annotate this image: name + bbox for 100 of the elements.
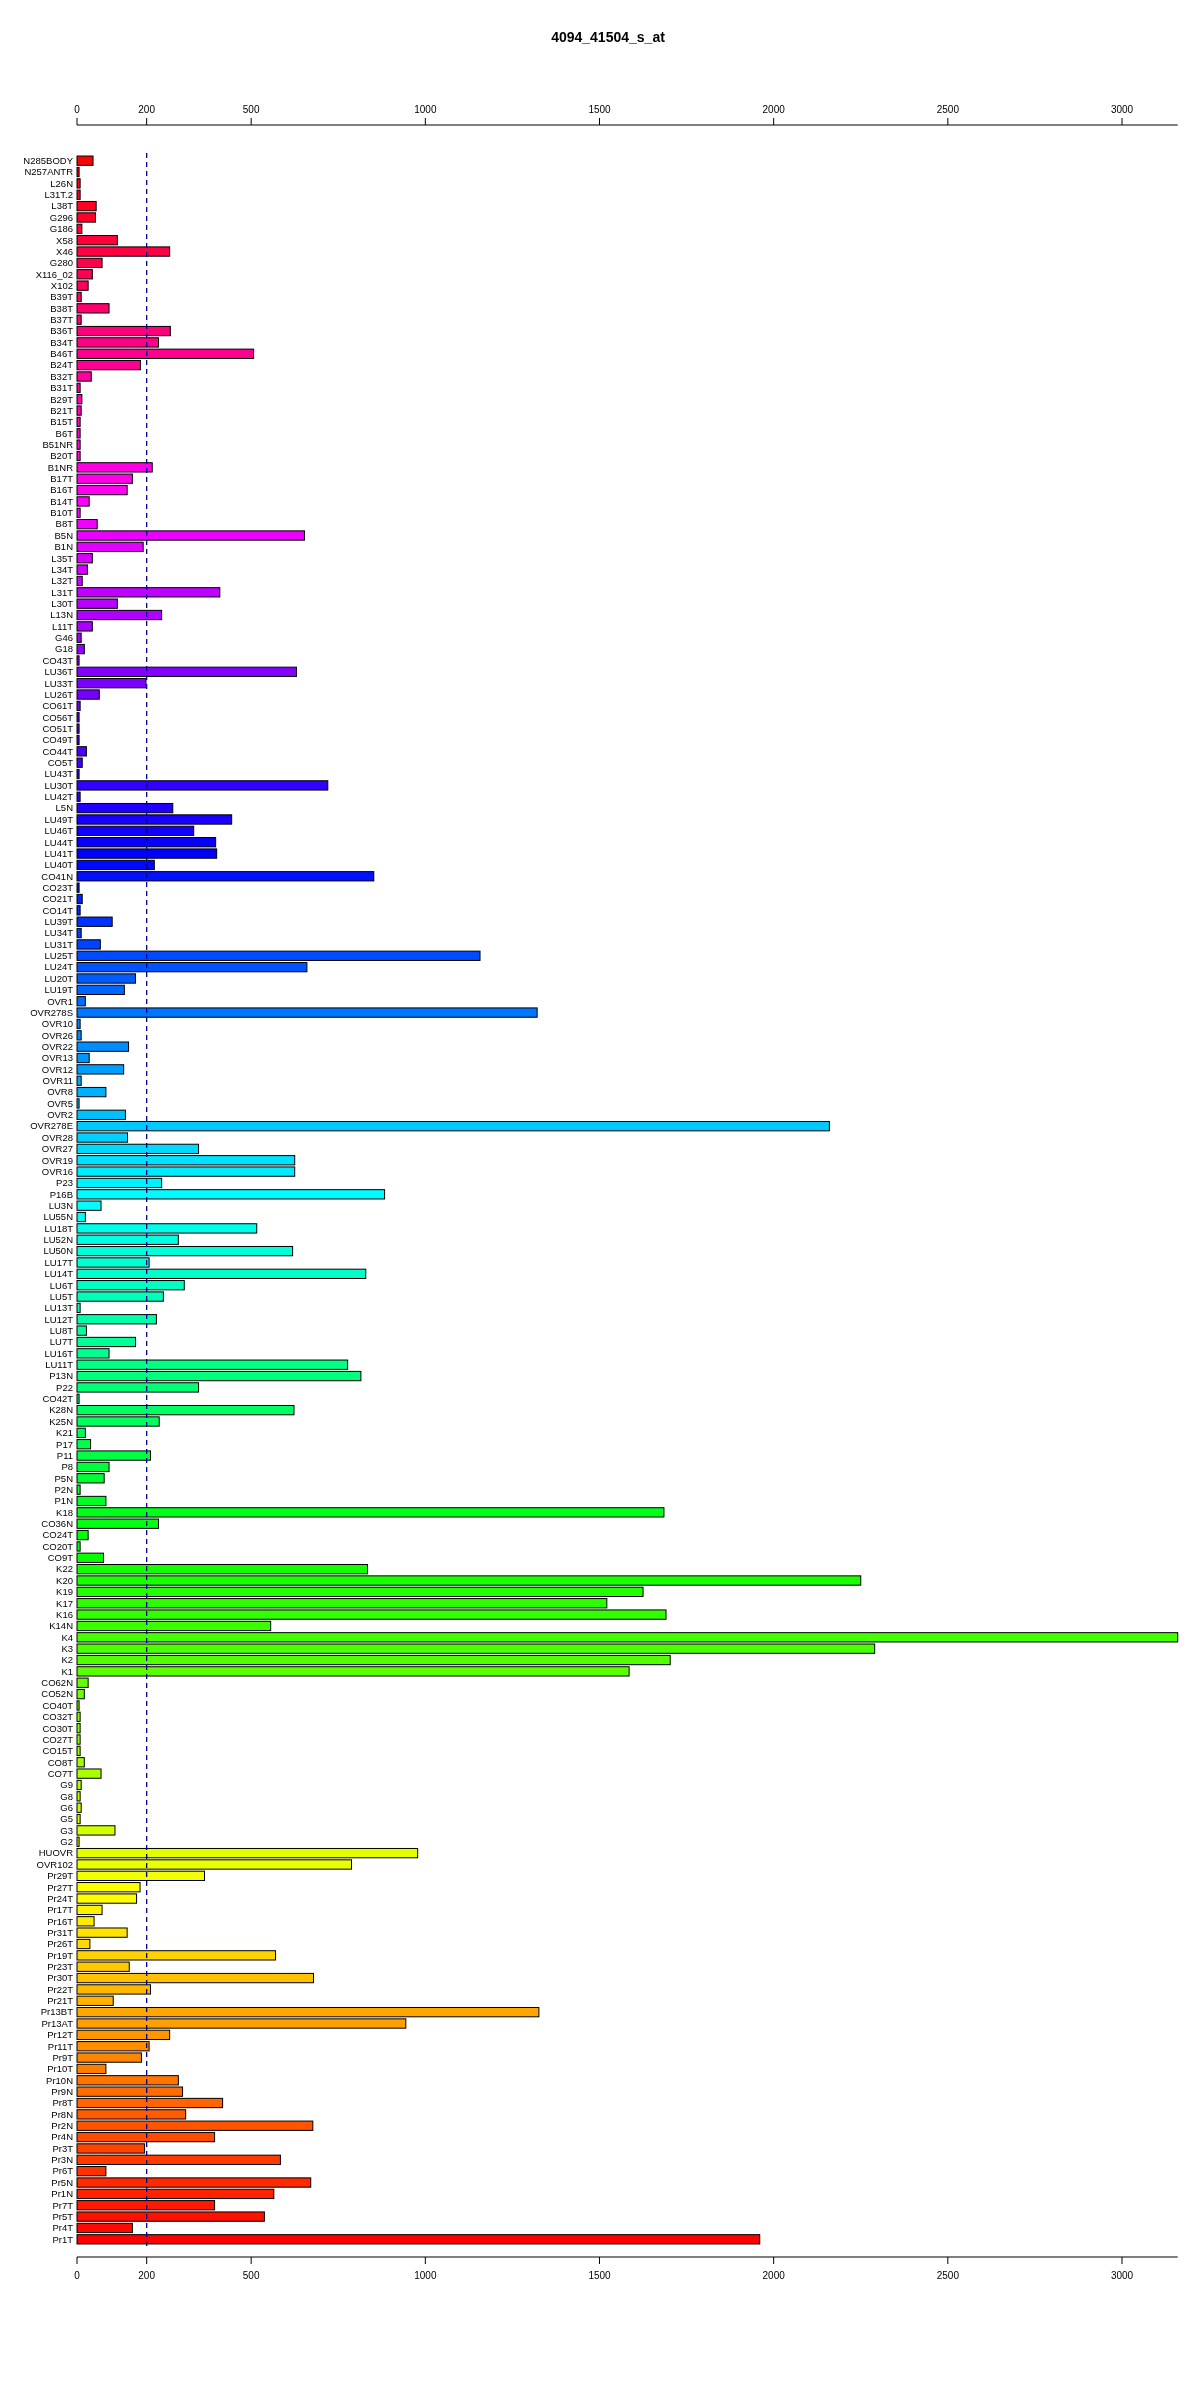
y-tick-label: K25N: [49, 1415, 74, 1427]
y-tick-label: OVR27: [41, 1143, 73, 1155]
y-tick-label: G3: [60, 1824, 73, 1836]
y-tick-label: LU6T: [49, 1279, 74, 1291]
y-tick-label: Pr10T: [47, 2063, 74, 2075]
y-tick-label: X102: [50, 279, 73, 291]
y-tick-label: G9: [60, 1779, 73, 1791]
y-tick-label: G6: [60, 1802, 73, 1814]
y-tick-label: LU43T: [44, 768, 74, 780]
y-tick-label: HUOVR: [38, 1847, 74, 1859]
y-tick-label: OVR8: [47, 1086, 73, 1098]
y-tick-label: L13N: [50, 609, 74, 621]
y-tick-label: Pr1N: [51, 2188, 74, 2200]
y-tick-label: LU36T: [44, 666, 74, 678]
y-tick-label: L38T: [51, 200, 74, 212]
y-tick-label: P16B: [49, 1188, 73, 1200]
y-tick-label: LU26T: [44, 688, 74, 700]
y-tick-label: Pr12T: [47, 2029, 74, 2041]
y-tick-label: OVR13: [41, 1052, 73, 1064]
y-tick-label: B5N: [54, 529, 74, 541]
x-tick-label: 1500: [588, 2270, 612, 2281]
y-tick-label: Pr5N: [51, 2176, 74, 2188]
y-tick-label: Pr7T: [52, 2199, 74, 2211]
y-tick-label: Pr3T: [52, 2142, 74, 2154]
x-tick-label: 0: [74, 2270, 81, 2281]
y-tick-label: Pr29T: [47, 1870, 74, 1882]
y-tick-label: B14T: [50, 495, 74, 507]
y-tick-label: LU20T: [44, 972, 74, 984]
y-tick-label: Pr24T: [47, 1892, 74, 1904]
x2-tick-label: 2500: [936, 104, 960, 115]
y-tick-label: B51NR: [42, 438, 74, 450]
y-tick-label: OVR16: [41, 1165, 73, 1177]
x2-tick-label: 1500: [588, 104, 612, 115]
y-tick-label: LU40T: [44, 859, 74, 871]
y-tick-label: LU5T: [49, 1290, 74, 1302]
y-tick-label: CO20T: [42, 1540, 74, 1552]
y-tick-label: CO52N: [41, 1688, 74, 1700]
y-tick-label: G186: [49, 223, 73, 235]
y-tick-label: K1: [61, 1665, 73, 1677]
y-tick-label: B1N: [54, 541, 74, 553]
x-tick-label: 200: [138, 2270, 156, 2281]
x-tick-label: 3000: [1110, 2270, 1134, 2281]
y-tick-label: P23: [56, 1177, 73, 1189]
y-tick-label: CO40T: [42, 1699, 74, 1711]
y-tick-label: CO32T: [42, 1711, 74, 1723]
y-tick-label: OVR1: [47, 995, 73, 1007]
y-tick-label: Pr10N: [46, 2074, 74, 2086]
y-tick-label: B38T: [50, 302, 74, 314]
y-tick-label: B29T: [50, 393, 74, 405]
y-tick-label: N285BODY: [23, 155, 74, 166]
y-tick-label: CO36N: [41, 1518, 74, 1530]
y-tick-label: B21T: [50, 404, 74, 416]
y-tick-label: B37T: [50, 314, 74, 326]
y-tick-label: B6T: [55, 427, 74, 439]
y-tick-label: LU52N: [43, 1234, 74, 1246]
y-tick-label: B8T: [55, 518, 74, 530]
y-tick-label: OVR102: [36, 1858, 73, 1870]
y-tick-label: CO27T: [42, 1733, 74, 1745]
y-tick-label: LU50N: [43, 1245, 74, 1257]
y-tick-label: OVR26: [41, 1029, 73, 1041]
y-tick-label: P8: [61, 1461, 73, 1473]
y-tick-label: B34T: [50, 336, 74, 348]
y-tick-label: L5N: [55, 802, 74, 814]
y-tick-label: LU49T: [44, 813, 74, 825]
y-tick-label: CO21T: [42, 893, 74, 905]
x2-tick-label: 1000: [414, 104, 437, 115]
y-tick-label: Pr21T: [47, 1995, 74, 2007]
y-tick-label: G8: [60, 1790, 73, 1802]
y-tick-label: X116_02: [35, 268, 73, 280]
y-tick-label: LU46T: [44, 825, 74, 837]
y-tick-label: OVR28: [41, 1131, 73, 1143]
x-tick-label: 2000: [762, 2270, 786, 2281]
y-tick-label: G18: [55, 643, 73, 655]
y-tick-label: K19: [56, 1586, 73, 1598]
y-tick-label: G296: [49, 211, 73, 223]
y-tick-label: P11: [56, 1449, 73, 1461]
y-tick-label: G46: [55, 632, 73, 644]
y-tick-label: LU16T: [44, 1347, 74, 1359]
y-tick-label: CO51T: [42, 722, 74, 734]
y-tick-label: LU42T: [44, 791, 74, 803]
y-tick-label: LU18T: [44, 1222, 74, 1234]
y-tick-label: L35T: [51, 552, 74, 564]
y-tick-label: Pr13AT: [41, 2017, 74, 2029]
y-tick-label: L30T: [51, 597, 74, 609]
y-tick-label: P17: [56, 1438, 73, 1450]
y-tick-label: L31T: [51, 586, 74, 598]
y-tick-label: B1NR: [47, 461, 74, 473]
y-tick-label: Pr22T: [47, 1983, 74, 1995]
y-tick-label: L34T: [51, 563, 74, 575]
y-tick-label: LU13T: [44, 1302, 74, 1314]
y-tick-label: B46T: [50, 348, 74, 360]
y-tick-label: OVR12: [41, 1063, 73, 1075]
y-tick-label: K3: [61, 1642, 73, 1654]
y-tick-label: K14N: [49, 1620, 74, 1632]
y-tick-label: Pr6T: [52, 2165, 74, 2177]
y-tick-label: P2N: [54, 1483, 74, 1495]
y-tick-label: B36T: [50, 325, 74, 337]
y-tick-label: Pr1T: [52, 2233, 74, 2245]
y-tick-label: LU14T: [44, 1268, 74, 1280]
y-tick-label: Pr2N: [51, 2120, 74, 2132]
